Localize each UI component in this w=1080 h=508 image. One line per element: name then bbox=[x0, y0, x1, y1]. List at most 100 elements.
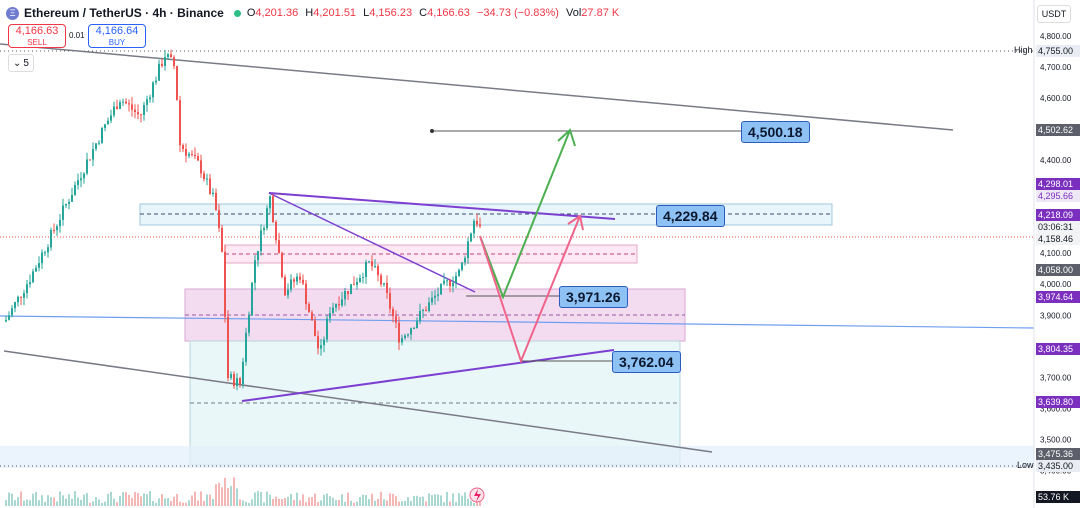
price-tick-label: 4,400.00 bbox=[1040, 156, 1072, 165]
target-low-callout[interactable]: 3,762.04 bbox=[612, 351, 681, 373]
volume-bar bbox=[164, 498, 166, 506]
indicators-toggle[interactable]: ⌄ 5 bbox=[8, 54, 34, 72]
price-tick-label: 4,600.00 bbox=[1040, 94, 1072, 103]
candle-body bbox=[83, 173, 85, 179]
volume-bar bbox=[110, 491, 112, 506]
volume-bar bbox=[422, 496, 424, 506]
candle-body bbox=[332, 307, 334, 314]
candle-body bbox=[77, 180, 79, 185]
currency-selector[interactable]: USDT bbox=[1037, 5, 1071, 23]
candle-body bbox=[395, 316, 397, 323]
volume-bar bbox=[380, 491, 382, 506]
volume-bar bbox=[221, 487, 223, 506]
target-mid-callout[interactable]: 4,229.84 bbox=[656, 205, 725, 227]
sell-button[interactable]: 4,166.63 SELL bbox=[8, 24, 66, 48]
candle-body bbox=[110, 115, 112, 121]
volume-bar bbox=[365, 495, 367, 506]
volume-bar bbox=[128, 494, 130, 506]
volume-bar bbox=[233, 477, 235, 506]
candle-body bbox=[212, 192, 214, 194]
volume-bar bbox=[32, 493, 34, 506]
candle-body bbox=[50, 230, 52, 248]
volume-bar bbox=[386, 500, 388, 506]
volume-bar bbox=[74, 491, 76, 506]
volume-bar bbox=[335, 500, 337, 506]
volume-bar bbox=[104, 501, 106, 506]
price-tick-label: 3,700.00 bbox=[1040, 373, 1072, 382]
candle-body bbox=[104, 124, 106, 128]
candle-body bbox=[191, 153, 193, 155]
target-support-callout[interactable]: 3,971.26 bbox=[559, 286, 628, 308]
volume-bar bbox=[413, 495, 415, 506]
candle-body bbox=[350, 284, 352, 295]
candle-body bbox=[59, 219, 61, 227]
volume-bar bbox=[38, 500, 40, 506]
buy-label: BUY bbox=[108, 38, 126, 47]
volume-bar bbox=[347, 492, 349, 506]
volume-bar bbox=[191, 495, 193, 506]
volume-bar bbox=[236, 488, 238, 506]
volume-bar bbox=[203, 501, 205, 506]
volume-bar bbox=[161, 494, 163, 506]
candle-body bbox=[371, 261, 373, 267]
candle-body bbox=[344, 291, 346, 300]
price-tick-label: 3,600.00 bbox=[1040, 404, 1072, 413]
volume-bar bbox=[158, 498, 160, 506]
candle-body bbox=[257, 251, 259, 261]
candle-body bbox=[368, 261, 370, 263]
high-label: High bbox=[1014, 45, 1033, 55]
symbol-title[interactable]: Ethereum / TetherUS · 4h · Binance bbox=[24, 6, 224, 20]
volume-bar bbox=[320, 500, 322, 506]
volume-bar bbox=[416, 495, 418, 506]
candle-body bbox=[35, 267, 37, 272]
volume-bar bbox=[152, 501, 154, 506]
candle-body bbox=[359, 278, 361, 283]
candle-body bbox=[113, 106, 115, 116]
volume-bar bbox=[425, 501, 427, 506]
candle-body bbox=[206, 178, 208, 180]
volume-bar bbox=[479, 501, 481, 506]
spread-value: 0.01 bbox=[69, 31, 85, 40]
candle-body bbox=[167, 54, 169, 57]
candle-body bbox=[86, 159, 88, 174]
bottom-zone bbox=[0, 446, 1034, 468]
candle-body bbox=[347, 291, 349, 294]
candle-body bbox=[233, 374, 235, 386]
candle-body bbox=[68, 201, 70, 204]
candle-body bbox=[107, 120, 109, 125]
target-high-callout[interactable]: 4,500.18 bbox=[741, 121, 810, 143]
candle-body bbox=[410, 328, 412, 335]
volume-bar bbox=[167, 498, 169, 506]
volume-bar bbox=[278, 498, 280, 506]
price-axis[interactable]: 4,800.00 4,700.00 4,600.00 4,400.00 4,100.00… bbox=[1040, 32, 1072, 475]
volume-bar bbox=[257, 491, 259, 506]
buy-button[interactable]: 4,166.64 BUY bbox=[88, 24, 146, 48]
candle-body bbox=[65, 203, 67, 206]
candle-body bbox=[182, 145, 184, 149]
candle-body bbox=[173, 57, 175, 66]
volume-bar bbox=[311, 497, 313, 506]
candle-body bbox=[407, 334, 409, 336]
volume-bar bbox=[404, 501, 406, 506]
volume-bar bbox=[8, 492, 10, 506]
arrow-head-icon bbox=[567, 214, 584, 231]
candle-body bbox=[236, 378, 238, 386]
high-price-tag: 4,755.00 bbox=[1036, 45, 1080, 57]
volume-bar bbox=[341, 494, 343, 506]
candle-body bbox=[80, 178, 82, 181]
volume-bar bbox=[113, 498, 115, 506]
candle-body bbox=[215, 192, 217, 210]
volume-bar bbox=[356, 501, 358, 506]
volume-bar bbox=[242, 500, 244, 506]
candle-body bbox=[92, 149, 94, 160]
candle-body bbox=[20, 296, 22, 298]
candle-body bbox=[356, 282, 358, 285]
volume-bar bbox=[149, 491, 151, 506]
volume-bar bbox=[227, 488, 229, 506]
volume-bar bbox=[137, 493, 139, 506]
volume-bar bbox=[260, 492, 262, 506]
volume-bar bbox=[23, 500, 25, 506]
candle-body bbox=[224, 251, 226, 317]
volume-bar bbox=[209, 494, 211, 506]
